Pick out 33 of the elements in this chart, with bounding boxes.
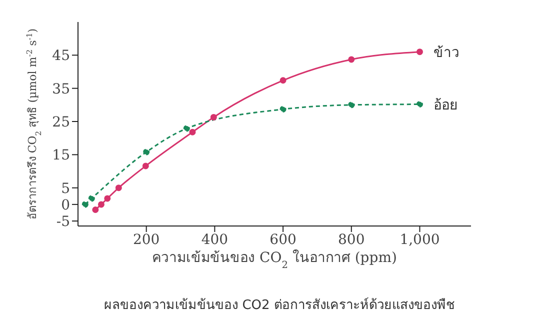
point [183,125,190,132]
x-tick-label: 400 [201,232,228,248]
point [104,195,111,202]
point [210,114,217,120]
x-tick-label: 800 [338,232,365,248]
point [92,206,99,213]
point [115,184,122,192]
y-tick-label: 25 [52,114,70,130]
point [280,106,286,112]
point [280,77,286,84]
y-tick-label: 0 [61,197,70,214]
x-tick-label: 1,000 [400,232,440,248]
y-tick-label: 45 [52,48,70,64]
y-tick-label: -5 [56,214,70,230]
x-axis-title: ความเข้มข้นของ CO$_{2}$ ในอากาศ (ppm) [152,249,397,270]
x-tick-label: 200 [132,232,160,248]
point [416,101,423,108]
series-label: อ้อย [434,97,458,114]
y-tick-label: 5 [61,180,70,197]
point [143,148,150,156]
point [348,56,355,63]
point [88,195,95,202]
point [142,162,149,170]
point [348,102,355,108]
point [82,201,88,208]
y-tick-label: 35 [52,81,70,98]
point [98,201,104,208]
x-tick-label: 600 [270,232,296,248]
series-label: ข้าว [434,44,460,61]
point [416,48,423,56]
point [189,128,196,136]
text: ผลของความเข้มข้นของ CO2 ต่อการสังเคราะห์ด้วยแสงของพืช [103,296,456,315]
y-tick-label: 15 [52,148,70,164]
